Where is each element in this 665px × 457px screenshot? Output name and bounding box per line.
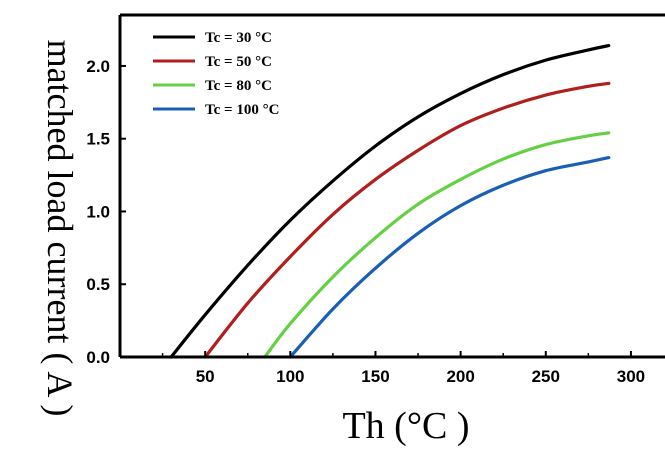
legend-label-1: Tc = 30 °C [205,30,272,46]
x-tick-label: 200 [446,367,474,386]
series-line-3 [263,131,611,359]
y-tick-label: 0.5 [86,275,110,294]
x-axis-title: Th (°C ) [342,405,469,447]
tick-labels: 50 100 150 200 250 300 0.0 0.5 1.0 1.5 2.0 [86,57,645,386]
y-tick-label: 1.5 [86,130,110,149]
y-tick-label: 2.0 [86,57,110,76]
y-axis-title: matched load current ( A ) [40,40,80,417]
y-tick-label: 0.0 [86,348,110,367]
x-tick-label: 50 [196,367,215,386]
series-line-4 [288,156,611,359]
x-tick-label: 300 [617,367,645,386]
series-line-1 [169,43,611,359]
series-line-2 [203,81,611,359]
x-tick-label: 250 [532,367,560,386]
axes [118,13,665,359]
legend-label-4: Tc = 100 °C [205,102,279,118]
legend-label-3: Tc = 80 °C [205,78,272,94]
x-tick-label: 150 [361,367,389,386]
x-tick-label: 100 [276,367,304,386]
plot-area [169,43,611,359]
y-tick-label: 1.0 [86,202,110,221]
legend-label-2: Tc = 50 °C [205,54,272,70]
legend: Tc = 30 °C Tc = 50 °C Tc = 80 °C Tc = 100 °… [153,30,279,118]
